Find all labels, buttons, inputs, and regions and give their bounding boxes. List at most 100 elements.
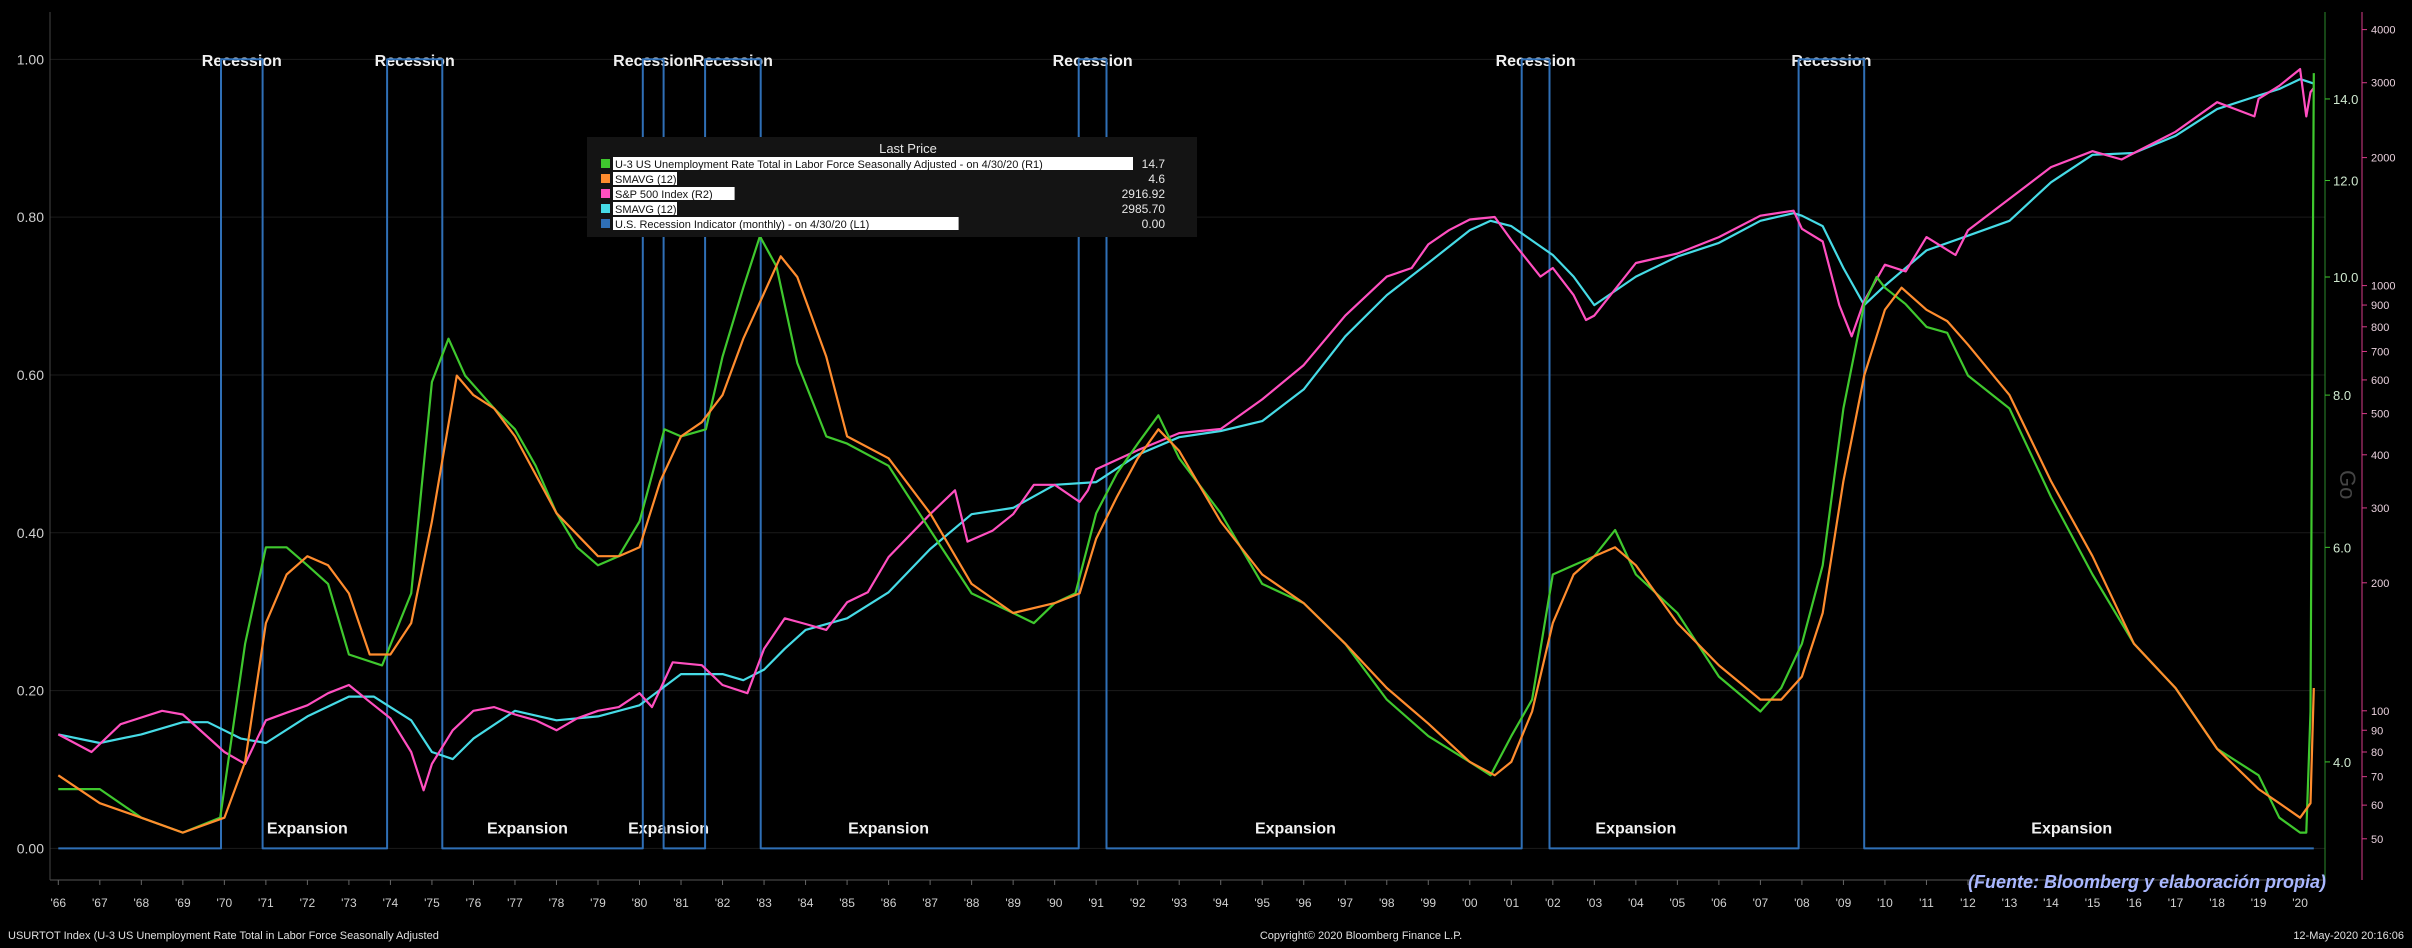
left-tick-label: 0.60	[17, 367, 44, 383]
legend-label-box	[613, 157, 1133, 170]
x-tick-label: '66	[50, 896, 66, 910]
r2-tick-label: 50	[2371, 834, 2383, 846]
source-note: (Fuente: Bloomberg y elaboración propia)	[1968, 872, 2326, 892]
recession-label: Recession	[1053, 53, 1133, 70]
recession-label: Recession	[1791, 53, 1871, 70]
x-tick-label: '84	[798, 896, 814, 910]
footer-right: 12-May-2020 20:16:06	[2293, 930, 2404, 942]
x-tick-label: '19	[2251, 896, 2267, 910]
x-tick-label: '68	[134, 896, 150, 910]
legend-label: S&P 500 Index (R2)	[615, 189, 713, 201]
expansion-label: Expansion	[267, 820, 348, 837]
x-tick-label: '00	[1462, 896, 1478, 910]
r1-tick-label: 10.0	[2333, 270, 2358, 285]
x-tick-label: '99	[1420, 896, 1436, 910]
r1-tick-label: 12.0	[2333, 174, 2358, 189]
x-tick-label: '75	[424, 896, 440, 910]
x-tick-label: '16	[2126, 896, 2142, 910]
legend-label: U.S. Recession Indicator (monthly) - on …	[615, 219, 869, 231]
x-tick-label: '83	[756, 896, 772, 910]
x-tick-label: '89	[1005, 896, 1021, 910]
x-tick-label: '94	[1213, 896, 1229, 910]
legend-label-box	[613, 217, 959, 230]
expansion-label: Expansion	[628, 820, 709, 837]
x-tick-label: '69	[175, 896, 191, 910]
x-tick-label: '95	[1254, 896, 1270, 910]
side-go-label[interactable]: Go	[2335, 470, 2360, 499]
r1-tick-label: 8.0	[2333, 388, 2351, 403]
x-tick-label: '09	[1836, 896, 1852, 910]
footer-center: Copyright© 2020 Bloomberg Finance L.P.	[1260, 930, 1462, 942]
x-tick-label: '04	[1628, 896, 1644, 910]
x-tick-label: '72	[300, 896, 316, 910]
r2-tick-label: 2000	[2371, 153, 2395, 165]
legend-label: SMAVG (12)	[615, 174, 677, 186]
r2-tick-label: 70	[2371, 772, 2383, 784]
x-tick-label: '93	[1171, 896, 1187, 910]
legend-swatch	[601, 219, 610, 228]
r2-tick-label: 3000	[2371, 78, 2395, 90]
x-tick-label: '80	[632, 896, 648, 910]
legend-items: U-3 US Unemployment Rate Total in Labor …	[601, 157, 1165, 231]
left-tick-label: 0.00	[17, 840, 44, 856]
r1-tick-label: 4.0	[2333, 755, 2351, 770]
x-tick-label: '18	[2209, 896, 2225, 910]
recession-label: Recession	[375, 53, 455, 70]
x-tick-label: '14	[2043, 896, 2059, 910]
legend-label-box	[613, 187, 735, 200]
r2-tick-label: 900	[2371, 300, 2389, 312]
r2-tick-label: 90	[2371, 725, 2383, 737]
x-tick-label: '79	[590, 896, 606, 910]
r2-tick-label: 80	[2371, 747, 2383, 759]
recession-label: Recession	[202, 53, 282, 70]
x-tick-label: '81	[673, 896, 689, 910]
r2-tick-label: 800	[2371, 322, 2389, 334]
x-tick-label: '67	[92, 896, 108, 910]
x-tick-label: '90	[1047, 896, 1063, 910]
series-line-3	[58, 77, 2315, 761]
x-tick-label: '02	[1545, 896, 1561, 910]
axes: '66 '67 '68 '69 '70 '71 '72 '73 '74 '75 '76 '77 '78 '…	[17, 12, 2395, 910]
left-tick-label: 0.40	[17, 525, 44, 541]
r2-tick-label: 4000	[2371, 25, 2395, 37]
r1-tick-label: 14.0	[2333, 92, 2358, 107]
legend-value: 14.7	[1142, 157, 1166, 171]
x-tick-label: '86	[881, 896, 897, 910]
r2-tick-label: 60	[2371, 800, 2383, 812]
legend-label-box	[613, 172, 677, 185]
legend-value: 4.6	[1148, 172, 1165, 186]
expansion-label: Expansion	[487, 820, 568, 837]
x-tick-label: '73	[341, 896, 357, 910]
x-tick-label: '77	[507, 896, 523, 910]
x-tick-label: '88	[964, 896, 980, 910]
x-tick-label: '15	[2085, 896, 2101, 910]
r2-tick-label: 100	[2371, 706, 2389, 718]
legend-swatch	[601, 174, 610, 183]
x-tick-label: '05	[1670, 896, 1686, 910]
r2-tick-label: 700	[2371, 346, 2389, 358]
legend-value: 2916.92	[1122, 187, 1166, 201]
x-tick-label: '70	[217, 896, 233, 910]
series-line-2	[57, 67, 2315, 792]
x-tick-label: '10	[1877, 896, 1893, 910]
left-tick-label: 0.80	[17, 209, 44, 225]
x-tick-label: '98	[1379, 896, 1395, 910]
x-tick-label: '07	[1753, 896, 1769, 910]
legend-swatch	[601, 159, 610, 168]
series-line-0	[58, 73, 2315, 834]
x-tick-label: '13	[2002, 896, 2018, 910]
r2-tick-label: 1000	[2371, 281, 2395, 293]
footer-left: USURTOT Index (U-3 US Unemployment Rate …	[8, 930, 439, 942]
legend-label: U-3 US Unemployment Rate Total in Labor …	[615, 159, 1043, 171]
r2-tick-label: 300	[2371, 503, 2389, 515]
x-tick-label: '82	[715, 896, 731, 910]
r1-tick-label: 6.0	[2333, 540, 2351, 555]
x-tick-label: '12	[1960, 896, 1976, 910]
x-tick-label: '96	[1296, 896, 1312, 910]
legend-header: Last Price	[879, 141, 937, 156]
x-tick-label: '87	[922, 896, 938, 910]
left-tick-label: 0.20	[17, 683, 44, 699]
legend-label: SMAVG (12)	[615, 204, 677, 216]
